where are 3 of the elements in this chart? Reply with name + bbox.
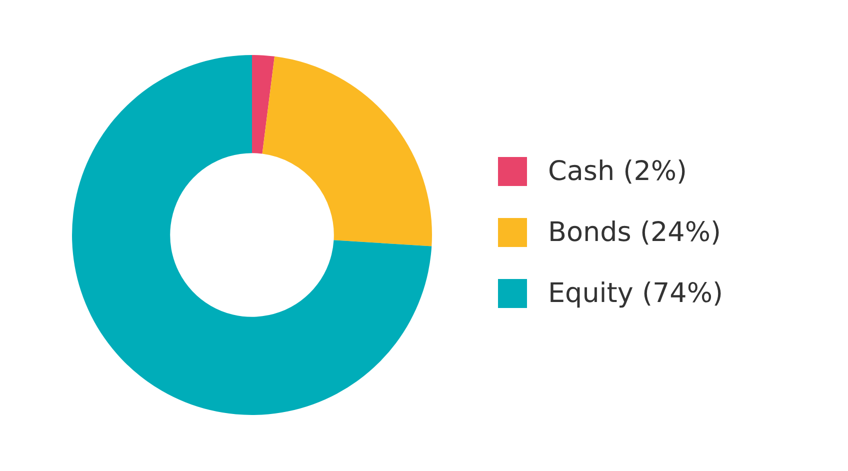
legend-label: Equity (74%) <box>548 278 724 308</box>
legend-label: Cash (2%) <box>548 156 688 186</box>
legend-label: Bonds (24%) <box>548 216 722 248</box>
